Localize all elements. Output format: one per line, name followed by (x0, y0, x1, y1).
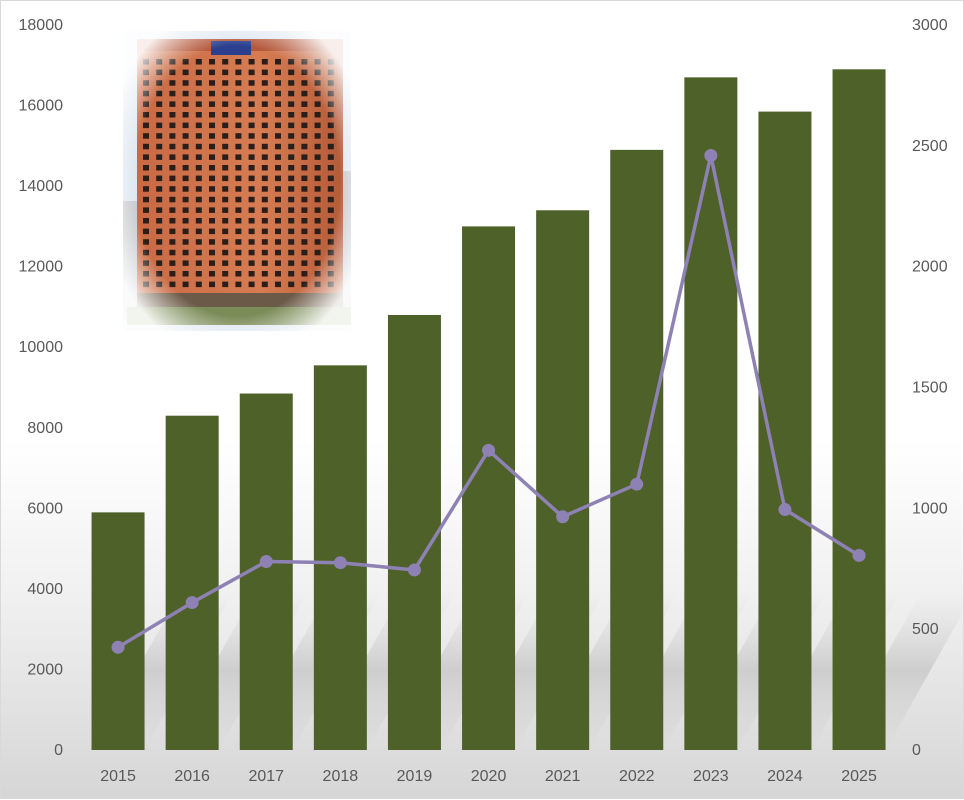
x-tick-label: 2018 (323, 768, 359, 785)
line-point (333, 556, 347, 570)
line-point (556, 510, 570, 524)
bar-series (91, 69, 886, 751)
x-tick-label: 2025 (841, 768, 877, 785)
bar (684, 77, 738, 751)
building-photo (123, 31, 351, 331)
left-tick-label: 16000 (19, 98, 64, 115)
line-point (852, 548, 866, 562)
bar (758, 111, 812, 750)
x-axis: 2015 2016 2017 2018 2019 2020 2021 2022 2023 2024… (100, 768, 877, 785)
left-tick-label: 14000 (19, 178, 64, 195)
x-tick-label: 2015 (100, 768, 136, 785)
bar (610, 149, 664, 751)
x-tick-label: 2016 (174, 768, 210, 785)
right-tick-label: 3000 (912, 17, 948, 34)
right-tick-label: 1500 (912, 380, 948, 397)
right-tick-label: 500 (912, 621, 939, 638)
line-point (407, 563, 421, 577)
right-axis: 0 500 1000 1500 2000 2500 3000 (912, 17, 948, 759)
left-tick-label: 6000 (27, 500, 63, 517)
right-tick-label: 1000 (912, 500, 948, 517)
x-tick-label: 2023 (693, 768, 729, 785)
line-point (704, 149, 718, 162)
line-point (111, 640, 125, 654)
left-tick-label: 12000 (19, 259, 64, 276)
x-tick-label: 2022 (619, 768, 655, 785)
line-point (185, 596, 199, 610)
line-point (630, 477, 644, 491)
bar (91, 512, 145, 750)
left-tick-label: 18000 (19, 17, 64, 34)
left-tick-label: 2000 (27, 661, 63, 678)
left-tick-label: 4000 (27, 581, 63, 598)
right-tick-label: 2000 (912, 259, 948, 276)
left-tick-label: 8000 (27, 420, 63, 437)
line-point (482, 443, 496, 457)
x-tick-label: 2017 (248, 768, 284, 785)
x-tick-label: 2019 (397, 768, 433, 785)
bar (536, 210, 590, 750)
right-tick-label: 2500 (912, 138, 948, 155)
right-tick-label: 0 (912, 742, 921, 759)
x-tick-label: 2021 (545, 768, 581, 785)
line-point (259, 555, 273, 568)
bar (387, 315, 441, 750)
left-tick-label: 10000 (19, 339, 64, 356)
left-tick-label: 0 (54, 742, 63, 759)
line-point (778, 503, 792, 517)
x-tick-label: 2024 (767, 768, 803, 785)
line-series (111, 149, 866, 654)
x-tick-label: 2020 (471, 768, 507, 785)
bar (832, 69, 886, 751)
bar (462, 226, 516, 750)
bar (165, 415, 219, 750)
left-axis: 0 2000 4000 6000 8000 10000 12000 14000 16000 180… (19, 17, 64, 759)
